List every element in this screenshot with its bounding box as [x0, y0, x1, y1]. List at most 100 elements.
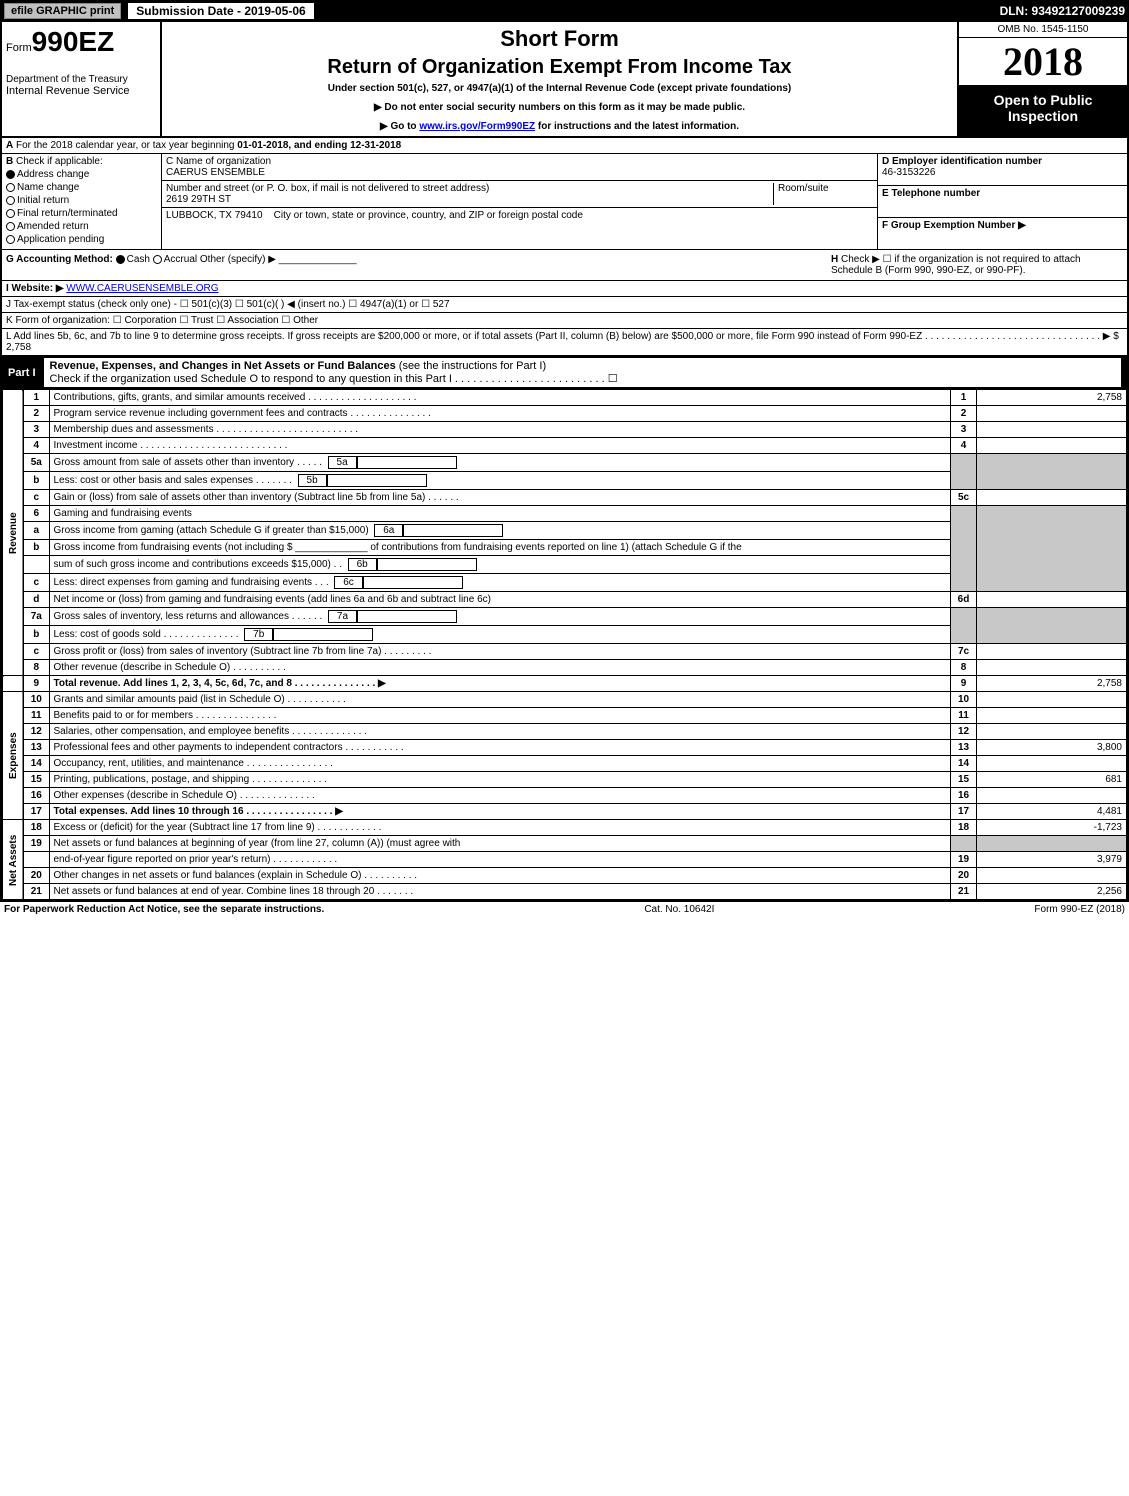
line-rnum: 18	[951, 820, 977, 836]
radio-icon[interactable]	[116, 255, 125, 264]
line-desc: Salaries, other compensation, and employ…	[49, 724, 951, 740]
line-rnum: 17	[951, 804, 977, 820]
other-label: Other (specify) ▶	[200, 254, 276, 265]
radio-icon	[6, 183, 15, 192]
chk-label: Amended return	[17, 221, 89, 232]
line-num	[23, 852, 49, 868]
chk-name-change[interactable]: Name change	[6, 182, 157, 193]
row-a-begin: 01-01-2018	[237, 140, 288, 151]
f-row: F Group Exemption Number ▶	[878, 218, 1127, 249]
line-num: 2	[23, 406, 49, 422]
subtitle: Under section 501(c), 527, or 4947(a)(1)…	[170, 83, 949, 94]
radio-icon	[6, 170, 15, 179]
line-desc: Gross sales of inventory, less returns a…	[49, 608, 951, 626]
irs-link[interactable]: www.irs.gov/Form990EZ	[419, 121, 535, 132]
line-rnum: 21	[951, 884, 977, 900]
efile-print-button[interactable]: efile GRAPHIC print	[4, 3, 121, 19]
line-desc: Gross income from gaming (attach Schedul…	[49, 522, 951, 540]
line-rnum: 7c	[951, 644, 977, 660]
line-num: 20	[23, 868, 49, 884]
website-link[interactable]: WWW.CAERUSENSEMBLE.ORG	[66, 283, 218, 294]
i-label: I Website: ▶	[6, 283, 64, 294]
line-rnum: 13	[951, 740, 977, 756]
table-row: 7aGross sales of inventory, less returns…	[3, 608, 1127, 626]
shade-cell	[951, 506, 977, 592]
part1-label: Part I	[8, 367, 44, 379]
line-rnum: 11	[951, 708, 977, 724]
line-num: 9	[23, 676, 49, 692]
part1-header: Part I Revenue, Expenses, and Changes in…	[0, 356, 1129, 389]
line-amt	[977, 422, 1127, 438]
mini-num: 7b	[244, 628, 273, 641]
department-line2: Internal Revenue Service	[6, 85, 156, 97]
table-row: dNet income or (loss) from gaming and fu…	[3, 592, 1127, 608]
addr-value: 2619 29TH ST	[166, 194, 773, 205]
mini-num: 5a	[328, 456, 357, 469]
row-a-end: 12-31-2018	[350, 140, 401, 151]
desc-text: sum of such gross income and contributio…	[54, 559, 343, 570]
table-row: 14Occupancy, rent, utilities, and mainte…	[3, 756, 1127, 772]
e-row: E Telephone number	[878, 186, 1127, 218]
line-num: 4	[23, 438, 49, 454]
line-desc: Net income or (loss) from gaming and fun…	[49, 592, 951, 608]
instruction-2: ▶ Go to www.irs.gov/Form990EZ for instru…	[170, 121, 949, 132]
shade-cell	[951, 836, 977, 852]
chk-initial-return[interactable]: Initial return	[6, 195, 157, 206]
line-desc: Less: cost of goods sold . . . . . . . .…	[49, 626, 951, 644]
footer-right: Form 990-EZ (2018)	[1034, 904, 1125, 915]
chk-application-pending[interactable]: Application pending	[6, 234, 157, 245]
dln-number: DLN: 93492127009239	[1000, 4, 1125, 18]
line-amt	[977, 660, 1127, 676]
line-rnum: 10	[951, 692, 977, 708]
open-to-public: Open to Public Inspection	[959, 86, 1127, 136]
instr2-post: for instructions and the latest informat…	[535, 121, 739, 132]
line-amt: 3,800	[977, 740, 1127, 756]
line-rnum: 16	[951, 788, 977, 804]
sidebar-revenue: Revenue	[3, 390, 24, 676]
desc-text: Less: direct expenses from gaming and fu…	[54, 577, 329, 588]
c-value: CAERUS ENSEMBLE	[166, 167, 873, 178]
line-rnum: 15	[951, 772, 977, 788]
line-desc: Less: direct expenses from gaming and fu…	[49, 574, 951, 592]
mini-num: 6b	[348, 558, 377, 571]
table-row: 12Salaries, other compensation, and empl…	[3, 724, 1127, 740]
radio-icon	[6, 235, 15, 244]
table-row: 17Total expenses. Add lines 10 through 1…	[3, 804, 1127, 820]
column-c: C Name of organization CAERUS ENSEMBLE N…	[162, 154, 877, 249]
part1-title: Revenue, Expenses, and Changes in Net As…	[44, 358, 1121, 387]
line-num: c	[23, 644, 49, 660]
cash-label: Cash	[127, 254, 150, 265]
table-row: 11Benefits paid to or for members . . . …	[3, 708, 1127, 724]
line-desc: Excess or (deficit) for the year (Subtra…	[49, 820, 951, 836]
line-num: 7a	[23, 608, 49, 626]
radio-icon[interactable]	[153, 255, 162, 264]
section-bcdef: B Check if applicable: Address change Na…	[0, 154, 1129, 250]
line-num: b	[23, 626, 49, 644]
line-num: 19	[23, 836, 49, 852]
chk-address-change[interactable]: Address change	[6, 169, 157, 180]
line-amt	[977, 406, 1127, 422]
line-desc: Net assets or fund balances at end of ye…	[49, 884, 951, 900]
top-bar-left: efile GRAPHIC print Submission Date - 20…	[4, 2, 315, 20]
column-def: D Employer identification number 46-3153…	[877, 154, 1127, 249]
line-amt: 4,481	[977, 804, 1127, 820]
line-num: b	[23, 472, 49, 490]
table-row: 4Investment income . . . . . . . . . . .…	[3, 438, 1127, 454]
line-rnum: 2	[951, 406, 977, 422]
line-desc: end-of-year figure reported on prior yea…	[49, 852, 951, 868]
b-label: B	[6, 156, 13, 167]
table-row: 19Net assets or fund balances at beginni…	[3, 836, 1127, 852]
chk-final-return[interactable]: Final return/terminated	[6, 208, 157, 219]
c-name-row: C Name of organization CAERUS ENSEMBLE	[162, 154, 877, 181]
radio-icon	[6, 209, 15, 218]
line-num: 21	[23, 884, 49, 900]
line-num: 15	[23, 772, 49, 788]
line-desc: Other changes in net assets or fund bala…	[49, 868, 951, 884]
line-desc: Total expenses. Add lines 10 through 16 …	[49, 804, 951, 820]
line-amt	[977, 724, 1127, 740]
row-a-label: A	[6, 140, 13, 151]
line-rnum: 8	[951, 660, 977, 676]
table-row: cGross profit or (loss) from sales of in…	[3, 644, 1127, 660]
chk-amended-return[interactable]: Amended return	[6, 221, 157, 232]
line-num: 14	[23, 756, 49, 772]
